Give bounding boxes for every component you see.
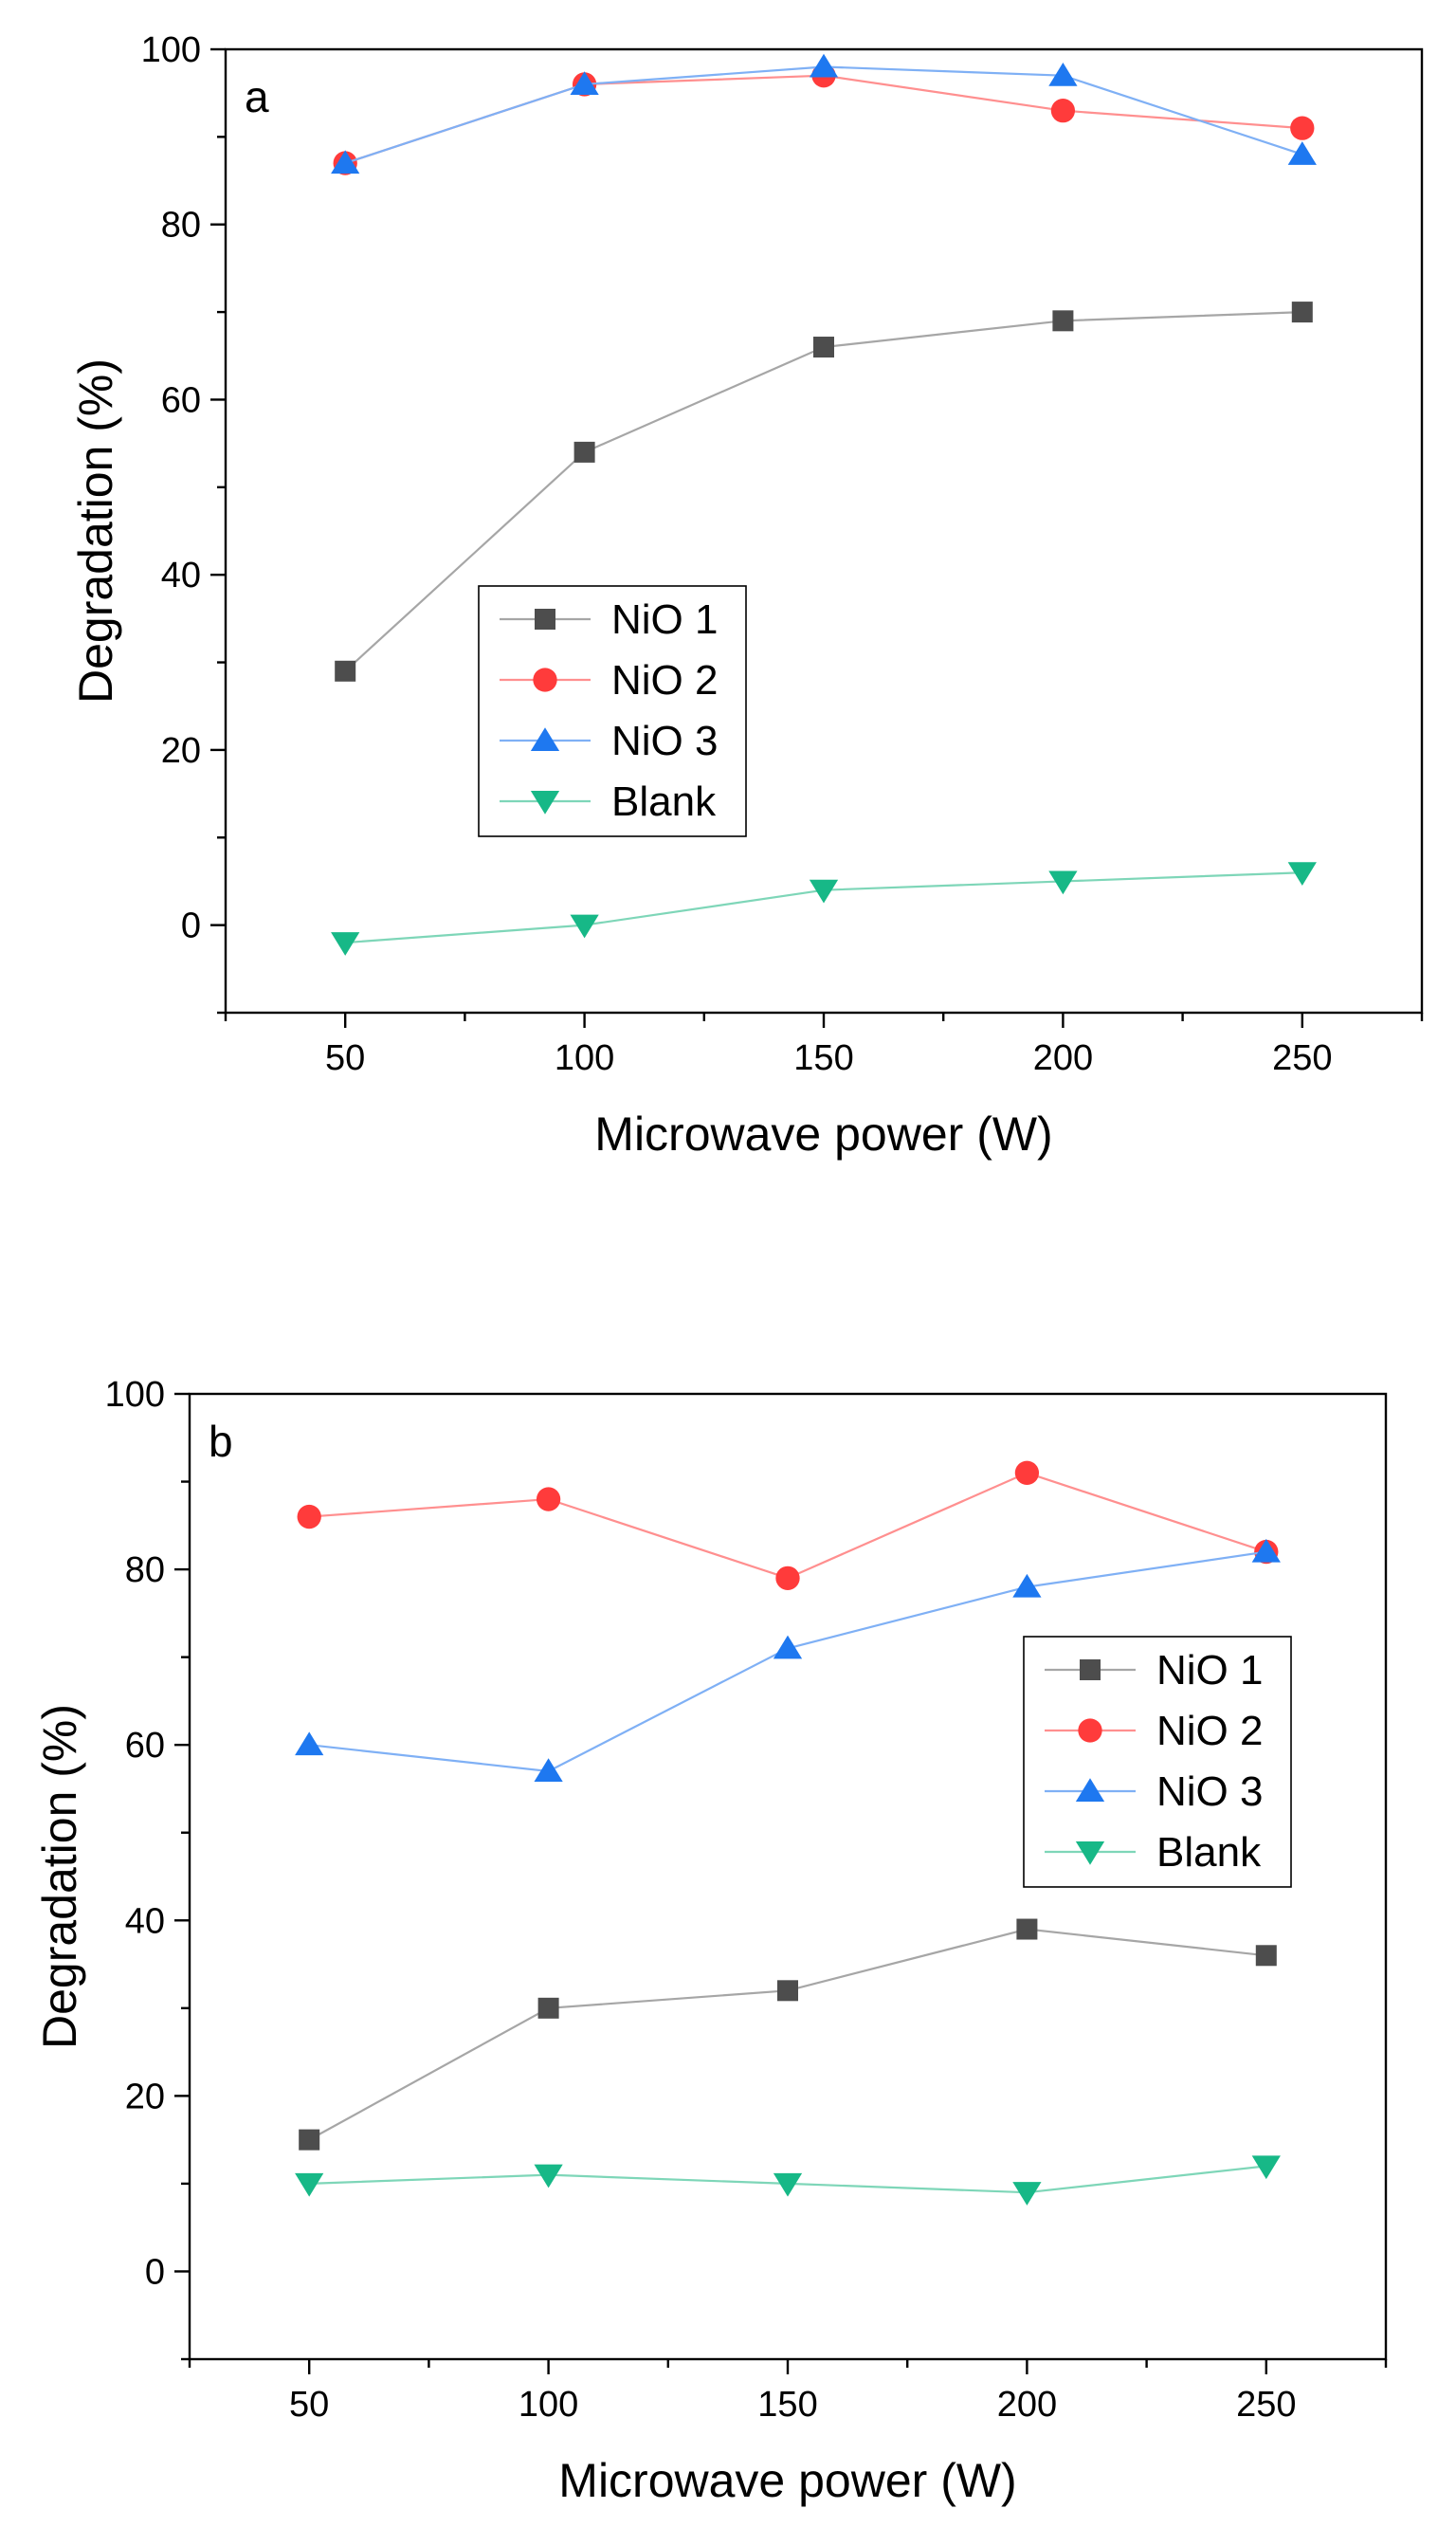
data-point: [570, 914, 599, 939]
y-tick-label: 80: [125, 1550, 165, 1590]
data-point: [536, 1487, 561, 1511]
legend-entry: NiO 1: [611, 596, 718, 643]
x-tick-label: 200: [997, 2385, 1057, 2425]
y-tick-label: 40: [161, 556, 201, 595]
y-tick-label: 60: [161, 380, 201, 420]
legend-entry: NiO 1: [1156, 1647, 1263, 1694]
data-point: [1050, 99, 1076, 123]
data-point: [335, 660, 356, 682]
x-axis-label: Microwave power (W): [558, 2454, 1016, 2507]
data-point: [1016, 1918, 1038, 1940]
legend-entry: NiO 2: [1156, 1708, 1263, 1754]
legend-entry: NiO 3: [1156, 1768, 1263, 1815]
data-point: [295, 2172, 324, 2197]
y-axis-label: Degradation (%): [33, 1704, 86, 2049]
legend-entry: Blank: [611, 778, 717, 825]
legend-marker: [530, 727, 560, 751]
y-tick-label: 100: [141, 30, 201, 70]
series-line: [344, 74, 1302, 165]
data-point: [1048, 870, 1078, 895]
data-point: [299, 2129, 320, 2151]
data-point: [570, 71, 599, 95]
legend: NiO 1 NiO 2 NiO 3 Blank: [478, 585, 747, 837]
y-tick-label: 40: [125, 1901, 165, 1941]
chart-panel-b: 50 100 150 200 250 0 20 40 60 80 100 Microwave powe…: [33, 1375, 1388, 2507]
series-nio-3: [331, 53, 1317, 174]
y-tick-label: 20: [161, 731, 201, 771]
data-point: [813, 337, 834, 358]
y-tick-label: 20: [125, 2077, 165, 2116]
data-point: [297, 1504, 321, 1529]
x-tick-label: 250: [1272, 1038, 1332, 1078]
y-tick-label: 60: [125, 1726, 165, 1766]
data-point: [773, 2172, 803, 2197]
data-point: [1287, 141, 1317, 165]
chart-panel-a: 50 100 150 200 250 0 20 40 60 80 100 Microwave powe…: [69, 30, 1424, 1161]
data-point: [1291, 302, 1313, 323]
x-tick-label: 150: [793, 1038, 853, 1078]
data-point: [809, 879, 839, 904]
x-tick-label: 50: [289, 2385, 329, 2425]
data-point: [331, 932, 360, 956]
x-axis-label: Microwave power (W): [594, 1108, 1052, 1161]
plot-frame: [224, 47, 1424, 1015]
data-point: [1251, 1538, 1281, 1563]
data-point: [331, 150, 360, 174]
series-blank: [295, 2155, 1281, 2206]
data-point: [1287, 862, 1317, 886]
x-tick-label: 150: [757, 2385, 817, 2425]
data-point: [295, 1731, 324, 1756]
legend: NiO 1 NiO 2 NiO 3 Blank: [1023, 1636, 1292, 1888]
data-point: [809, 53, 839, 78]
data-point: [775, 1566, 800, 1590]
legend-box: [1023, 1636, 1292, 1888]
legend-marker: [1075, 1778, 1105, 1802]
data-point: [537, 1997, 559, 2019]
data-point: [1014, 1460, 1040, 1485]
data-point: [1012, 2182, 1042, 2206]
panel-label: a: [245, 72, 269, 121]
x-tick-label: 200: [1033, 1038, 1093, 1078]
data-point: [1048, 62, 1078, 86]
legend-marker: [1078, 1718, 1102, 1743]
legend-marker: [533, 668, 557, 692]
y-tick-label: 0: [181, 906, 201, 946]
data-point: [1052, 310, 1074, 332]
data-point: [1290, 116, 1315, 140]
series-nio-3: [295, 1538, 1281, 1782]
series-nio-1: [299, 1918, 1277, 2151]
series-line: [309, 1472, 1267, 1580]
legend-box: [478, 585, 747, 837]
data-point: [1012, 1573, 1042, 1598]
y-tick-label: 80: [161, 206, 201, 246]
legend-marker: [1080, 1659, 1101, 1680]
y-axis-label: Degradation (%): [69, 358, 122, 704]
x-tick-label: 100: [519, 2385, 578, 2425]
legend-marker: [530, 791, 560, 815]
y-tick-label: 0: [145, 2252, 165, 2292]
data-point: [773, 1635, 803, 1659]
x-tick-label: 250: [1236, 2385, 1296, 2425]
x-tick-label: 100: [555, 1038, 614, 1078]
legend-marker: [535, 609, 555, 630]
series-blank: [331, 862, 1317, 956]
data-point: [534, 2164, 563, 2188]
data-point: [534, 1758, 563, 1782]
legend-entry: NiO 2: [611, 657, 718, 704]
panel-label: b: [209, 1417, 233, 1466]
series-nio-1: [335, 302, 1313, 682]
legend-marker: [1075, 1841, 1105, 1865]
y-tick-label: 100: [105, 1375, 165, 1415]
legend-entry: NiO 3: [611, 718, 718, 764]
series-line: [308, 1928, 1266, 2141]
x-tick-label: 50: [325, 1038, 365, 1078]
data-point: [1255, 1945, 1277, 1967]
data-point: [1251, 2155, 1281, 2180]
series-nio-2: [297, 1460, 1279, 1590]
legend-entry: Blank: [1156, 1829, 1262, 1876]
data-point: [573, 441, 595, 463]
data-point: [777, 1980, 798, 2002]
